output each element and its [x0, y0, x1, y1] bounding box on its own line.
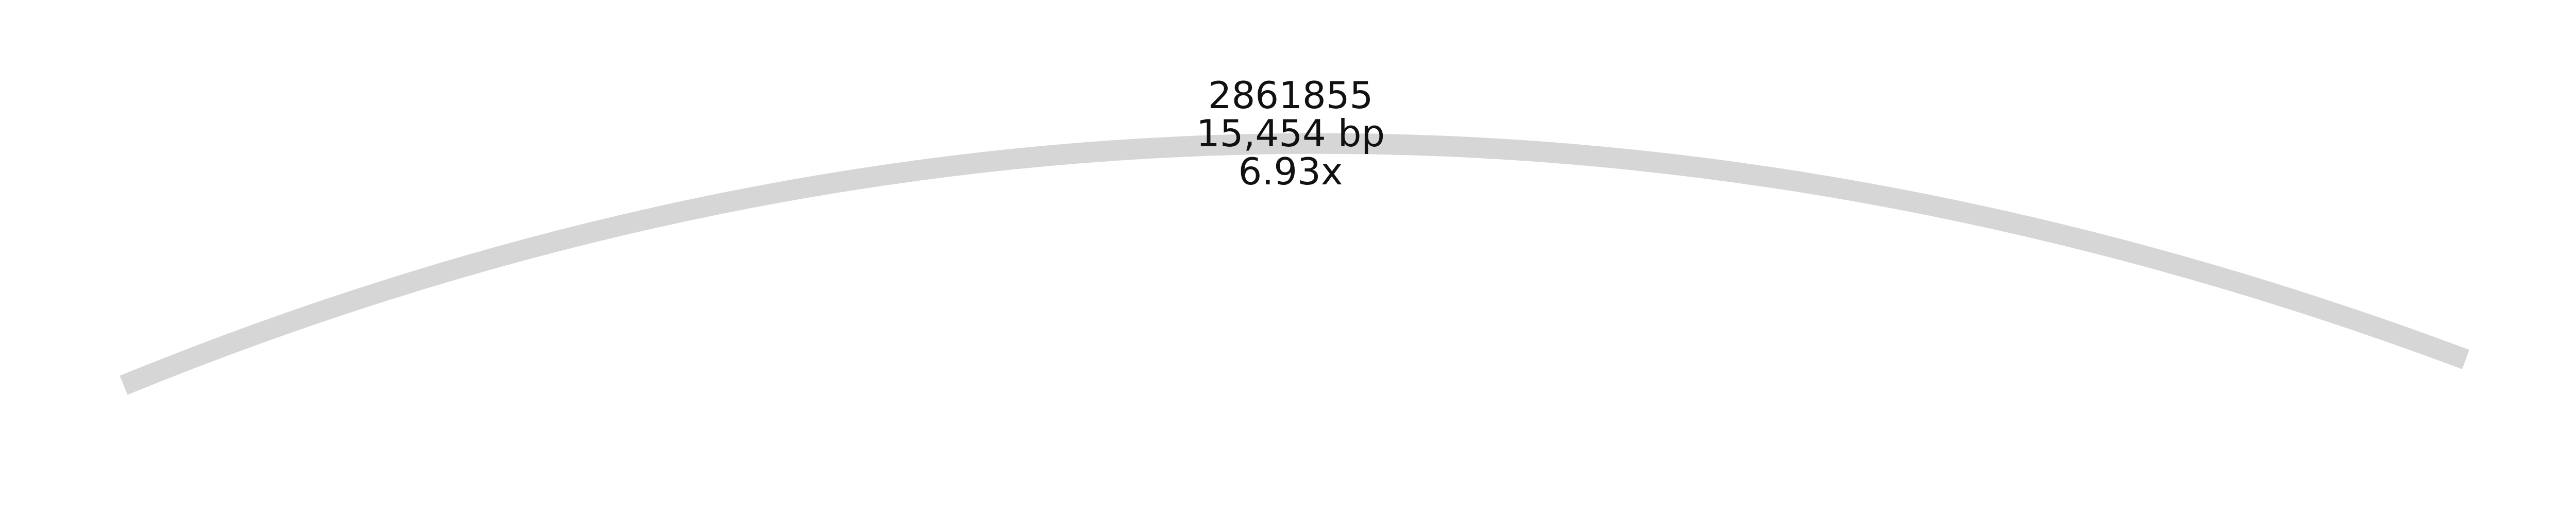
contig-length-label: 15,454 bp: [1196, 112, 1385, 155]
contig-segment[interactable]: [120, 133, 2469, 395]
contig-name-label: 2861855: [1208, 74, 1374, 117]
contig-depth-label: 6.93x: [1239, 150, 1343, 193]
